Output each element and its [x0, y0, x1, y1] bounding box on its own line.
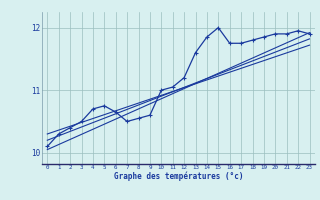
X-axis label: Graphe des températures (°c): Graphe des températures (°c)	[114, 172, 243, 181]
